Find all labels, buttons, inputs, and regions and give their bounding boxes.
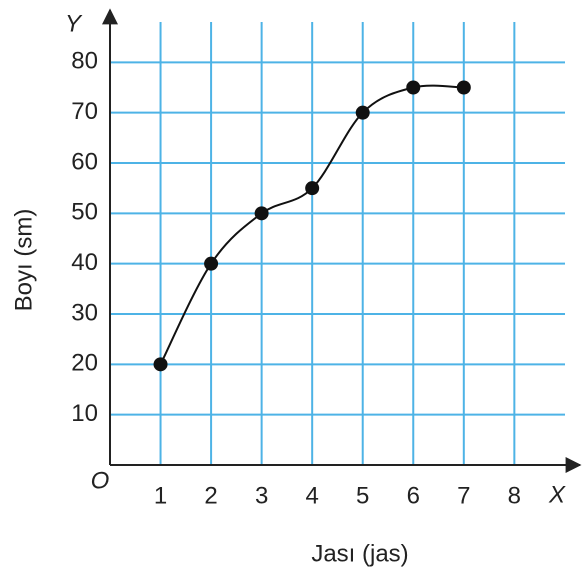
data-point — [355, 105, 370, 120]
y-tick-label: 20 — [71, 350, 98, 377]
data-point — [254, 206, 269, 221]
y-tick-label: 80 — [71, 48, 98, 75]
origin-label: O — [91, 467, 110, 494]
y-tick-label: 40 — [71, 249, 98, 276]
y-axis-title: Boyı (sm) — [10, 209, 37, 312]
y-tick-label: 70 — [71, 98, 98, 125]
x-axis-name: X — [548, 481, 566, 508]
y-tick-label: 60 — [71, 148, 98, 175]
grid — [110, 22, 565, 465]
data-point — [406, 80, 421, 95]
x-tick-label: 7 — [457, 482, 470, 509]
x-tick-label: 6 — [407, 482, 420, 509]
y-tick-label: 50 — [71, 199, 98, 226]
x-axis-title: Jası (jas) — [311, 540, 408, 567]
x-tick-label: 1 — [154, 482, 167, 509]
data-point — [153, 357, 168, 372]
data-point — [456, 80, 471, 95]
y-axis-name: Y — [65, 10, 83, 37]
x-tick-label: 4 — [305, 482, 318, 509]
y-tick-label: 30 — [71, 299, 98, 326]
data-point — [305, 181, 320, 196]
x-tick-label: 3 — [255, 482, 268, 509]
y-tick-label: 10 — [71, 400, 98, 427]
x-tick-label: 8 — [508, 482, 521, 509]
data-point — [204, 256, 219, 271]
x-tick-label: 2 — [204, 482, 217, 509]
x-tick-label: 5 — [356, 482, 369, 509]
